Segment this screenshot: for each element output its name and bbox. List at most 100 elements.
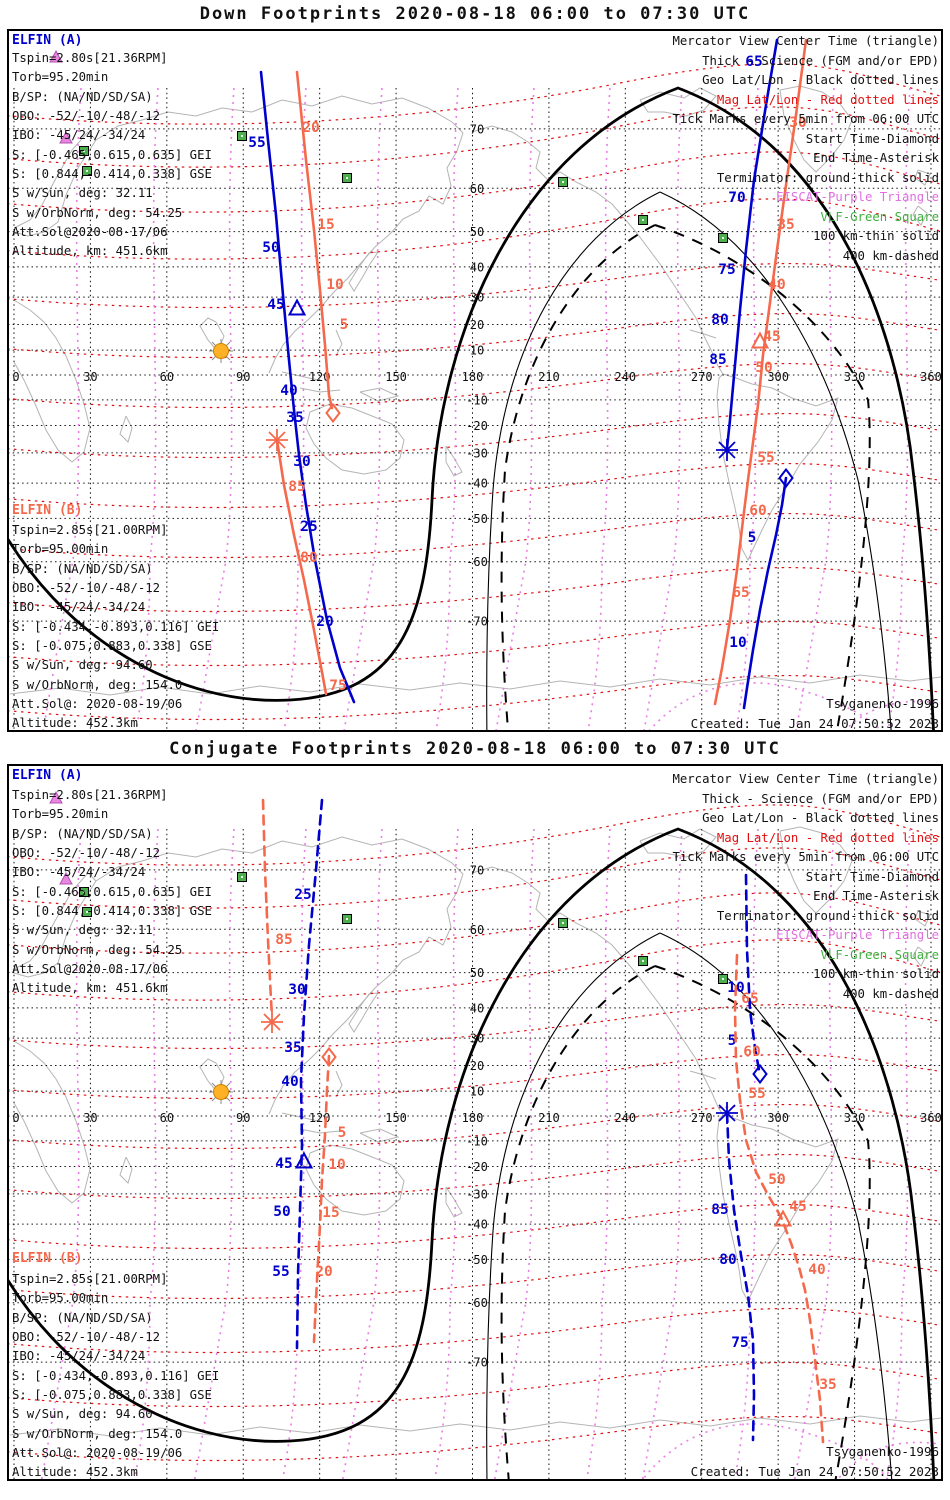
track-tick-label: 65: [745, 54, 762, 70]
info-line: B/SP: (NA/ND/SD/SA): [12, 89, 153, 104]
info-line: Torb=95.20min: [12, 70, 109, 85]
track-tick-label: 80: [711, 312, 728, 328]
legend-line: Mercator View Center Time (triangle): [672, 772, 939, 786]
legend-down: Mercator View Center Time (triangle) Thic…: [672, 32, 939, 267]
info-line: IBO: -45/24/-34/24: [12, 865, 146, 880]
info-line: OBO: -52/-10/-48/-12: [12, 1330, 161, 1345]
track-elfin-b-asia: 85 5 10 15 20: [261, 798, 346, 1344]
center-time-triangle-icon: [294, 1151, 314, 1169]
legend-line: Tick Marks every 5min from 06:00 UTC: [672, 850, 939, 865]
track-tick-label: 35: [284, 1040, 301, 1056]
info-line: Torb=95.20min: [12, 807, 109, 822]
info-line: OBO: -52/-10/-48/-12: [12, 109, 161, 124]
info-line: B/SP: (NA/ND/SD/SA): [12, 1310, 153, 1325]
track-tick-label: 15: [322, 1205, 339, 1221]
info-line: Att.Sol@: 2020-08-19/06: [12, 1446, 183, 1461]
elfin-a-header-conj: ELFIN (A): [12, 768, 83, 783]
track-tick-label: 40: [280, 383, 297, 399]
legend-line: 100 km-thin solid: [813, 229, 939, 244]
legend-line: EISCAT-Purple Triangle: [776, 928, 939, 943]
info-line: S: [-0.434,-0.893,0.116] GEI: [12, 1368, 220, 1383]
legend-line: EISCAT-Purple Triangle: [776, 190, 939, 205]
track-tick-label: 45: [275, 1156, 292, 1172]
center-time-triangle-icon: [287, 298, 307, 316]
legend-line: Mag Lat/Lon - Red dotted lines: [716, 92, 939, 107]
start-time-diamond-icon: [752, 1063, 768, 1085]
info-line: Altitude: 452.3km: [12, 1465, 138, 1480]
track-tick-label: 50: [273, 1204, 290, 1220]
info-line: Altitude, km: 451.6km: [12, 244, 168, 259]
legend-line: Geo Lat/Lon - Black dotted lines: [702, 73, 939, 88]
track-tick-label: 65: [732, 585, 749, 601]
track-elfin-a-americas: 65 70 75 80 85 5 10: [709, 38, 794, 710]
track-tick-label: 5: [728, 1033, 737, 1049]
track-tick-label: 35: [819, 1377, 836, 1393]
track-tick-label: 50: [768, 1172, 785, 1188]
center-time-triangle-icon: [773, 1209, 793, 1227]
info-line: OBO: -52/-10/-48/-12: [12, 846, 161, 861]
track-tick-label: 40: [808, 1262, 825, 1278]
legend-line: Thick - Science (FGM and/or EPD): [702, 53, 939, 68]
track-tick-label: 85: [275, 932, 292, 948]
track-tick-label: 5: [748, 530, 757, 546]
track-tick-label: 15: [317, 217, 334, 233]
info-line: S w/Sun, deg: 32.11: [12, 186, 153, 201]
info-line: Tspin=2.80s[21.36RPM]: [12, 51, 168, 65]
legend-line: Geo Lat/Lon - Black dotted lines: [702, 811, 939, 826]
track-tick-label: 10: [729, 635, 746, 651]
track-tick-label: 80: [300, 550, 317, 566]
track-tick-label: 85: [288, 479, 305, 495]
end-time-asterisk-icon: [266, 429, 288, 451]
legend-line: 400 km-dashed: [842, 249, 939, 264]
info-line: Att.Sol@2020-08-17/06: [12, 962, 168, 977]
info-line: S: [0.844,-0.414,0.338] GSE: [12, 904, 212, 919]
info-line: Att.Sol@2020-08-17/06: [12, 225, 168, 240]
info-line: S: [-0.465,0.615,0.635] GEI: [12, 884, 212, 899]
info-line: Att.Sol@: 2020-08-19/06: [12, 697, 183, 712]
track-tick-label: 80: [719, 1252, 736, 1268]
legend-line: VLF-Green Square: [820, 209, 939, 224]
start-time-diamond-icon: [778, 467, 794, 489]
legend-line: Mag Lat/Lon - Red dotted lines: [716, 830, 939, 845]
track-tick-label: 10: [326, 277, 343, 293]
end-time-asterisk-icon: [261, 1011, 283, 1033]
track-tick-label: 45: [789, 1199, 806, 1215]
info-line: B/SP: (NA/ND/SD/SA): [12, 561, 153, 576]
track-tick-label: 60: [749, 503, 766, 519]
legend-line: Thick - Science (FGM and/or EPD): [702, 791, 939, 806]
track-tick-label: 65: [741, 991, 758, 1007]
info-line: IBO: -45/24/-34/24: [12, 1349, 146, 1364]
info-line: IBO: -45/24/-34/24: [12, 128, 146, 143]
info-line: S w/Sun, deg: 94.60: [12, 1407, 153, 1422]
info-line: S: [-0.075,0.883,0.338] GSE: [12, 639, 212, 654]
track-tick-label: 20: [315, 1264, 332, 1280]
legend-line: End Time-Asterisk: [813, 889, 939, 904]
legend-line: Terminator: ground-thick solid: [716, 908, 939, 923]
legend-line: Tick Marks every 5min from 06:00 UTC: [672, 112, 939, 127]
track-tick-label: 45: [763, 329, 780, 345]
info-line: Tspin=2.85s[21.00RPM]: [12, 1272, 168, 1286]
end-time-asterisk-icon: [716, 439, 738, 461]
info-line: Tspin=2.80s[21.36RPM]: [12, 788, 168, 802]
center-time-triangle-icon: [750, 331, 770, 349]
start-time-diamond-icon: [325, 402, 341, 424]
elfin-b-header-conj: ELFIN (B): [12, 1251, 83, 1266]
legend-line: Mercator View Center Time (triangle): [672, 34, 939, 48]
track-tick-label: 55: [248, 135, 265, 151]
created-credit-conj: Created: Tue Jan 24 07:50:52 2023: [690, 1464, 939, 1479]
start-time-diamond-icon: [321, 1046, 337, 1068]
track-tick-label: 30: [293, 454, 310, 470]
track-tick-label: 75: [329, 678, 346, 694]
track-tick-label: 55: [757, 450, 774, 466]
elfin-a-info-down: Tspin=2.80s[21.36RPM] Torb=95.20min B/SP: …: [12, 49, 212, 262]
elfin-a-info-conj: Tspin=2.80s[21.36RPM] Torb=95.20min B/SP: …: [12, 786, 212, 999]
track-tick-label: 30: [288, 982, 305, 998]
track-tick-label: 40: [281, 1074, 298, 1090]
track-tick-label: 35: [777, 217, 794, 233]
info-line: OBO: -52/-10/-48/-12: [12, 581, 161, 596]
elfin-b-info-down: Tspin=2.85s[21.00RPM] Torb=95.00min B/SP: …: [12, 521, 219, 734]
info-line: S: [-0.434,-0.893,0.116] GEI: [12, 619, 220, 634]
info-line: IBO: -45/24/-34/24: [12, 600, 146, 615]
panel-conjugate-map: 2530354045505585510152010585807565605550…: [9, 790, 941, 1479]
